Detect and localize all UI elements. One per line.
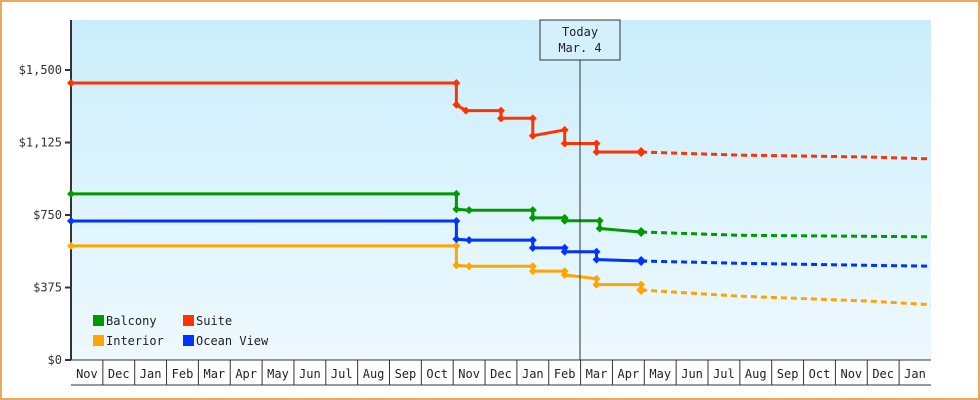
data-point-marker[interactable] [465,262,474,271]
today-date: Mar. 4 [558,41,601,55]
data-point-marker[interactable] [560,139,569,148]
data-point-marker[interactable] [560,270,569,279]
y-tick-label: $1,125 [19,136,62,150]
month-label: Oct [426,367,448,381]
legend-swatch [93,315,104,326]
data-point-marker[interactable] [452,235,461,244]
series-lines [67,78,932,307]
data-point-marker[interactable] [560,125,569,134]
data-point-marker[interactable] [461,106,470,115]
legend-swatch [93,335,104,346]
legend-label[interactable]: Balcony [106,314,157,328]
month-label: Aug [363,367,385,381]
today-label: Today [562,25,598,39]
data-point-marker[interactable] [528,213,537,222]
month-label: Jun [681,367,703,381]
plot-area [71,20,931,360]
x-axis: Nov Dec Jan Feb Mar Apr May Jun Jul Aug Sep Oct Nov D… [71,359,931,386]
data-point-marker[interactable] [452,205,461,214]
y-axis: $0 $375 $750 $1,125 $1,500 [19,20,72,367]
today-marker: Today Mar. 4 [539,19,621,360]
data-point-marker[interactable] [528,206,537,215]
legend-swatch [183,335,194,346]
month-label: Apr [235,367,257,381]
data-point-marker[interactable] [592,139,601,148]
month-label: Nov [840,367,862,381]
legend-swatch [183,315,194,326]
month-label: Dec [872,367,894,381]
month-label: Aug [745,367,767,381]
legend-label[interactable]: Ocean View [196,334,269,348]
data-point-marker[interactable] [592,247,601,256]
data-point-marker[interactable] [452,261,461,270]
month-label: Feb [172,367,194,381]
data-point-marker[interactable] [67,189,75,198]
data-point-marker[interactable] [452,216,461,225]
data-point-marker[interactable] [67,216,75,225]
data-point-marker[interactable] [67,241,75,250]
data-point-marker[interactable] [592,280,601,289]
data-point-marker[interactable] [528,236,537,245]
forecast-line [641,230,932,239]
legend-label[interactable]: Suite [196,314,232,328]
y-tick-label: $0 [48,353,62,367]
month-label: Jun [299,367,321,381]
data-point-marker[interactable] [528,114,537,123]
month-label: Sep [777,367,799,381]
data-point-marker[interactable] [592,274,601,283]
month-label: Apr [618,367,640,381]
month-label: Nov [458,367,480,381]
data-point-marker[interactable] [595,216,604,225]
data-point-marker[interactable] [496,106,505,115]
data-point-marker[interactable] [560,247,569,256]
forecast-line [641,259,932,268]
data-point-marker[interactable] [592,255,601,264]
data-point-marker[interactable] [637,280,646,289]
data-point-marker[interactable] [452,189,461,198]
forecast-line [641,288,932,307]
month-label: Jan [522,367,544,381]
forecast-line [641,150,932,161]
month-label: Jul [713,367,735,381]
month-label: Jan [904,367,926,381]
month-label: May [649,367,671,381]
month-label: Dec [490,367,512,381]
data-point-marker[interactable] [452,100,461,109]
data-point-marker[interactable] [595,224,604,233]
data-point-marker[interactable] [465,236,474,245]
data-point-marker[interactable] [528,267,537,276]
month-label: Dec [108,367,130,381]
data-point-marker[interactable] [465,206,474,215]
data-point-marker[interactable] [67,78,75,87]
legend-label[interactable]: Interior [106,334,164,348]
month-label: Jul [331,367,353,381]
month-label: May [267,367,289,381]
legend: Balcony Suite Interior Ocean View [93,314,269,348]
data-point-marker[interactable] [528,243,537,252]
data-point-marker[interactable] [452,78,461,87]
data-point-marker[interactable] [528,131,537,140]
month-label: Mar [586,367,608,381]
y-tick-label: $375 [33,281,62,295]
month-label: Mar [203,367,225,381]
data-point-marker[interactable] [560,216,569,225]
y-tick-label: $750 [33,208,62,222]
month-label: Jan [140,367,162,381]
data-point-marker[interactable] [592,147,601,156]
data-point-marker[interactable] [452,241,461,250]
data-point-marker[interactable] [496,114,505,123]
month-label: Oct [809,367,831,381]
month-label: Feb [554,367,576,381]
month-label: Nov [76,367,98,381]
data-point-marker[interactable] [528,262,537,271]
y-tick-label: $1,500 [19,63,62,77]
month-label: Sep [395,367,417,381]
